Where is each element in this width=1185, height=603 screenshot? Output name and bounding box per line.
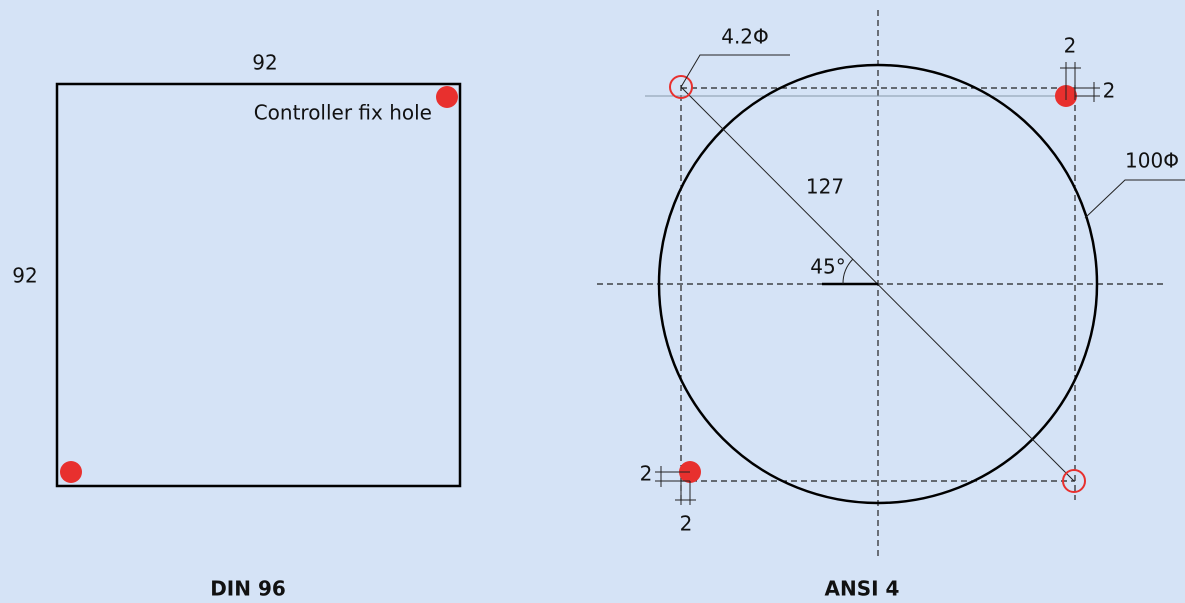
offset-label: 2: [1064, 34, 1077, 58]
circle-diameter: 100Φ: [1125, 149, 1179, 173]
din-title: DIN 96: [210, 577, 286, 601]
panel-circle: [657, 63, 1099, 505]
width-label: 92: [252, 51, 277, 75]
mount-hole: [669, 75, 693, 99]
hole-label: Controller fix hole: [254, 101, 432, 125]
leader: [1084, 179, 1185, 219]
angle-label: 45°: [810, 255, 845, 279]
fix-hole: [436, 86, 458, 108]
angle-arc: [842, 258, 854, 285]
offset-label: 2: [640, 462, 653, 486]
offset-label: 2: [680, 512, 693, 536]
diagonal-label: 127: [806, 175, 844, 199]
hole-diameter: 4.2Φ: [721, 25, 769, 49]
mount-hole: [1062, 469, 1086, 493]
offset-label: 2: [1103, 79, 1116, 103]
leader: [680, 54, 790, 88]
ansi-title: ANSI 4: [825, 577, 900, 601]
height-label: 92: [12, 264, 37, 288]
fix-hole: [60, 461, 82, 483]
din-panel: [55, 82, 462, 488]
